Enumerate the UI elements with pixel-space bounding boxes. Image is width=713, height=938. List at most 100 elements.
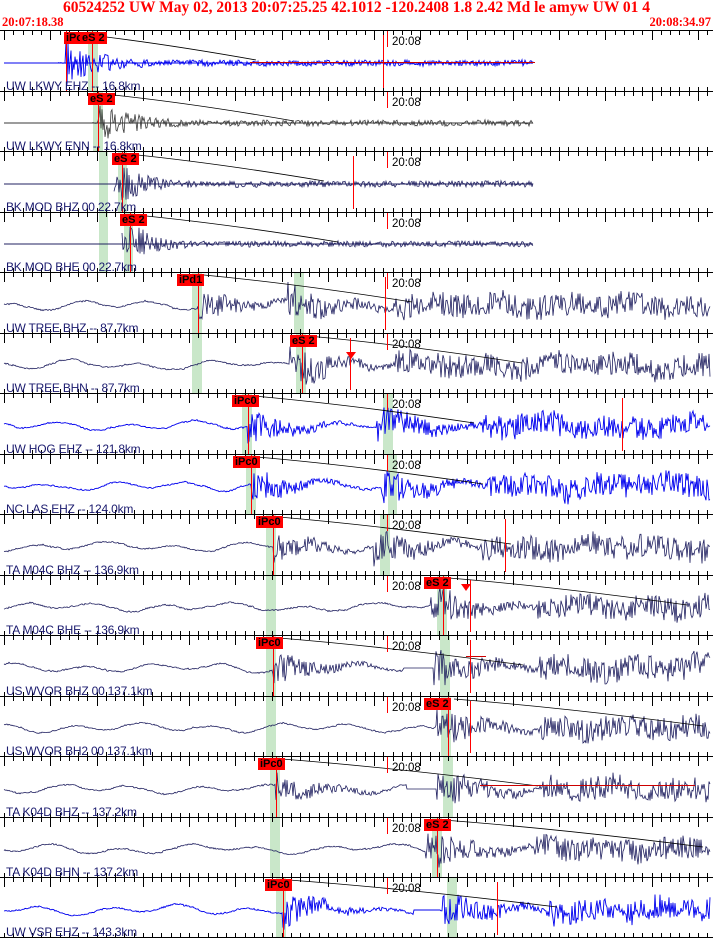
channel-label[interactable]: BK MOD BHZ 00 22.7km [6,200,137,212]
minute-tick-marker [387,576,389,592]
phase-pick-line[interactable] [248,394,250,454]
channel-label[interactable]: UW LKWY EHZ -- 16.8km [6,79,141,91]
trace-panel[interactable]: iPc0 20:08 NC LAS EHZ -- 124.0km [0,454,713,514]
channel-label[interactable]: US WVOR BHZ 00 137.1km [6,684,153,696]
phase-pick-line[interactable] [251,455,253,514]
trace-panel[interactable]: eS 2 20:08 BK MOD BHE 00 22.7km [0,212,713,272]
phase-pick-line[interactable] [283,878,285,937]
minute-time-label: 20:08 [392,97,421,109]
time-axis-ticks [0,273,713,282]
minute-time-label: 20:08 [392,641,421,653]
trace-panel[interactable]: eS 2 20:08 BK MOD BHZ 00 22.7km [0,151,713,212]
channel-label[interactable]: US WVOR BH2 00 137.1km [6,744,152,756]
travel-time-curve [203,274,413,303]
minute-tick-marker [387,334,389,350]
phase-pick-label[interactable]: iPc0 [258,758,285,770]
phase-pick-label[interactable]: eS 2 [80,32,107,44]
time-axis-ticks-bottom [0,85,713,91]
phase-pick-line[interactable] [198,273,200,333]
trace-panel[interactable]: iPc0 20:08 US WVOR BHZ 00 137.1km [0,635,713,696]
phase-pick-label[interactable]: iPc0 [233,456,260,468]
phase-pick-line[interactable] [448,697,450,756]
phase-pick-label[interactable]: eS 2 [120,214,147,226]
channel-label[interactable]: UW HOG EHZ -- 121.8km [6,442,141,454]
trace-panel[interactable]: iPc0 20:08 UW VSP EHZ -- 143.3km [0,877,713,938]
phase-pick-line[interactable] [130,213,132,272]
waveform-trace [3,470,711,505]
phase-pick-line[interactable] [92,31,94,91]
waveform-trace [4,167,534,201]
time-axis-ticks [0,334,713,343]
channel-label[interactable]: TA M04C BHE -- 136.9km [6,623,140,635]
phase-pick-line[interactable] [273,515,275,575]
channel-label[interactable]: BK MOD BHE 00 22.7km [6,260,137,272]
phase-pick-label[interactable]: eS 2 [88,93,115,105]
minute-time-label: 20:08 [392,702,421,714]
phase-pick-label[interactable]: iPd1 [177,274,205,286]
channel-label[interactable]: NC LAS EHZ -- 124.0km [6,502,134,514]
minute-time-label: 20:08 [392,460,421,472]
minute-time-label: 20:08 [392,581,421,593]
trace-panel[interactable]: eS 2 20:08 UW LKWY ENN -- 16.8km [0,91,713,151]
phase-pick-label[interactable]: eS 2 [290,335,317,347]
channel-label[interactable]: UW TREE BHN -- 87.7km [6,381,140,393]
phase-pick-line[interactable] [437,818,439,877]
channel-label[interactable]: TA K04D BHZ -- 137.2km [6,805,137,817]
minute-time-label: 20:08 [392,399,421,411]
amplitude-marker [505,519,507,572]
trace-panel[interactable]: eS 2 20:08 TA K04D BHN -- 137.2km [0,817,713,877]
phase-pick-line[interactable] [122,152,124,212]
phase-pick-line[interactable] [273,636,275,696]
minute-time-label: 20:08 [392,520,421,532]
amplitude-marker [383,35,385,88]
time-axis-ticks [0,818,713,827]
phase-pick-label[interactable]: eS 2 [424,577,451,589]
phase-pick-line[interactable] [443,576,445,635]
phase-pick-line[interactable] [276,757,278,817]
minute-tick-marker [387,818,389,834]
channel-label[interactable]: UW VSP EHZ -- 143.3km [6,925,137,938]
waveform-trace [3,587,711,623]
trace-panel[interactable]: iPc0 eS 2 20:08 UW LKWY EHZ -- 16.8km [0,30,713,91]
waveform-trace [3,894,711,930]
amplitude-peak-marker [346,352,356,359]
minute-time-label: 20:08 [392,218,421,230]
minute-tick-marker [387,152,389,168]
waveform-trace [3,650,711,686]
time-axis-ticks-bottom [0,931,713,937]
s-window-band [266,515,276,575]
trace-panel[interactable]: eS 2 20:08 TA M04C BHE -- 136.9km [0,575,713,635]
minute-tick-marker [387,757,389,773]
trace-panel[interactable]: eS 2 20:08 US WVOR BH2 00 137.1km [0,696,713,756]
trace-panel[interactable]: iPc0 20:08 TA M04C BHZ -- 136.9km [0,514,713,575]
travel-time-curve [278,516,512,545]
s-window-band [440,636,450,696]
amplitude-marker [470,580,472,632]
trace-panel[interactable]: iPc0 20:08 TA K04D BHZ -- 137.2km [0,756,713,817]
trace-panel-stack[interactable]: iPc0 eS 2 20:08 UW LKWY EHZ -- 16.8km eS 2 20… [0,30,713,938]
time-axis-ticks-bottom [0,871,713,877]
channel-label[interactable]: UW TREE BHZ -- 87.7km [6,321,139,333]
phase-pick-line[interactable] [302,334,304,393]
channel-label[interactable]: TA K04D BHN -- 137.2km [6,865,139,877]
travel-time-curve [256,456,484,485]
phase-pick-label[interactable]: iPc0 [232,395,259,407]
phase-pick-line[interactable] [66,31,68,91]
phase-pick-label[interactable]: eS 2 [112,153,139,165]
time-axis-ticks-bottom [0,266,713,272]
trace-panel[interactable]: eS 2 20:08 UW TREE BHN -- 87.7km [0,333,713,393]
channel-label[interactable]: TA M04C BHZ -- 136.9km [6,563,139,575]
trace-panel[interactable]: iPc0 20:08 UW HOG EHZ -- 121.8km [0,393,713,454]
time-axis-ticks-bottom [0,387,713,393]
s-window-band [443,757,453,817]
phase-pick-line[interactable] [98,92,100,151]
channel-label[interactable]: UW LKWY ENN -- 16.8km [6,139,142,151]
phase-pick-label[interactable]: eS 2 [424,698,451,710]
trace-panel[interactable]: iPd1 20:08 UW TREE BHZ -- 87.7km [0,272,713,333]
phase-pick-label[interactable]: iPc0 [256,516,283,528]
phase-pick-label[interactable]: iPc0 [256,637,283,649]
phase-pick-label[interactable]: iPc0 [265,879,292,891]
travel-time-curve [442,819,704,848]
phase-pick-label[interactable]: eS 2 [424,819,451,831]
window-end-time: 20:08:34.97 [649,15,711,29]
